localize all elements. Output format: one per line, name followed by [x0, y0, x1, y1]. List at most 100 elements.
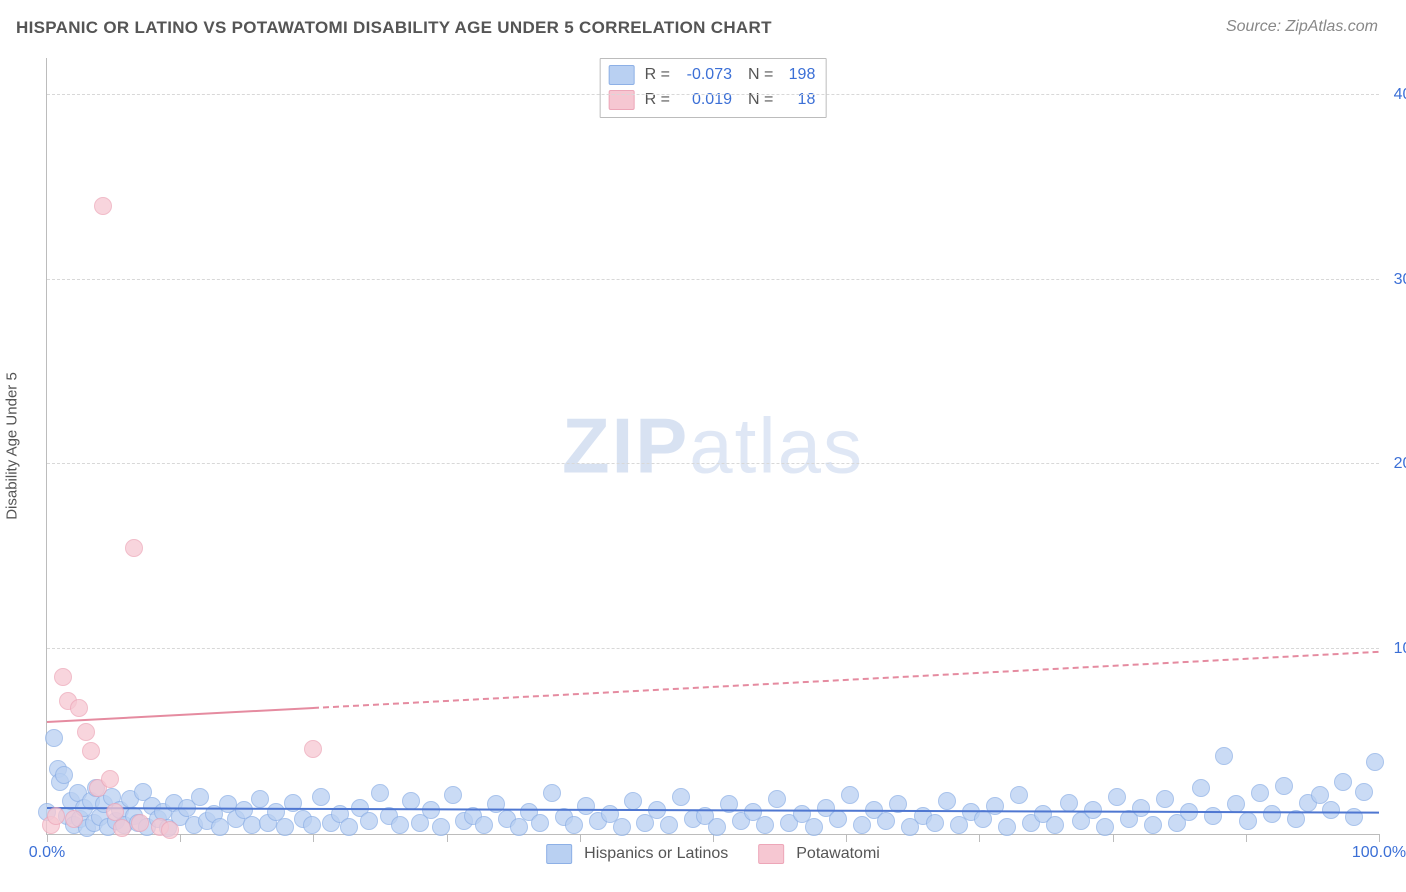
scatter-point [276, 818, 294, 836]
x-tick [1379, 834, 1380, 842]
gridline [47, 279, 1379, 280]
scatter-point [510, 818, 528, 836]
source-label: Source: ZipAtlas.com [1226, 18, 1378, 36]
scatter-point [191, 788, 209, 806]
legend-swatch [758, 844, 784, 864]
scatter-point [1275, 777, 1293, 795]
scatter-point [1355, 783, 1373, 801]
scatter-point [768, 790, 786, 808]
scatter-point [340, 818, 358, 836]
scatter-point [672, 788, 690, 806]
n-label: N = [748, 88, 773, 113]
scatter-point [371, 784, 389, 802]
scatter-point [938, 792, 956, 810]
r-value: -0.073 [676, 63, 732, 88]
scatter-point [1156, 790, 1174, 808]
x-tick [846, 834, 847, 842]
r-label: R = [645, 88, 670, 113]
scatter-point [113, 819, 131, 837]
scatter-point [829, 810, 847, 828]
scatter-point [161, 821, 179, 839]
y-tick-label: 40.0% [1383, 86, 1406, 104]
y-tick-label: 30.0% [1383, 271, 1406, 289]
scatter-point [1263, 805, 1281, 823]
plot-area: ZIPatlas R =-0.073N =198R =0.019N =18 Hi… [46, 58, 1379, 835]
n-value: 18 [779, 88, 815, 113]
watermark: ZIPatlas [562, 401, 864, 492]
scatter-point [312, 788, 330, 806]
scatter-point [998, 818, 1016, 836]
x-tick [313, 834, 314, 842]
x-tick [580, 834, 581, 842]
scatter-point [402, 792, 420, 810]
legend-stat-row: R =0.019 N =18 [609, 88, 816, 113]
scatter-point [444, 786, 462, 804]
scatter-point [756, 816, 774, 834]
legend-item: Hispanics or Latinos [546, 844, 728, 864]
scatter-point [77, 723, 95, 741]
legend-item: Potawatomi [758, 844, 880, 864]
scatter-point [70, 699, 88, 717]
scatter-point [624, 792, 642, 810]
scatter-point [1132, 799, 1150, 817]
scatter-point [432, 818, 450, 836]
scatter-point [82, 742, 100, 760]
n-value: 198 [779, 63, 815, 88]
scatter-point [1144, 816, 1162, 834]
legend-swatch [546, 844, 572, 864]
scatter-point [613, 818, 631, 836]
scatter-point [94, 197, 112, 215]
r-value: 0.019 [676, 88, 732, 113]
scatter-point [841, 786, 859, 804]
scatter-point [47, 807, 65, 825]
legend-stat-row: R =-0.073N =198 [609, 63, 816, 88]
scatter-point [543, 784, 561, 802]
scatter-point [1215, 747, 1233, 765]
x-tick [47, 834, 48, 842]
scatter-point [1204, 807, 1222, 825]
x-tick-label: 0.0% [29, 844, 65, 862]
scatter-point [1239, 812, 1257, 830]
scatter-point [304, 740, 322, 758]
scatter-point [1192, 779, 1210, 797]
scatter-point [303, 816, 321, 834]
r-label: R = [645, 63, 670, 88]
scatter-point [1108, 788, 1126, 806]
scatter-point [125, 539, 143, 557]
x-tick [979, 834, 980, 842]
scatter-point [131, 814, 149, 832]
x-tick [180, 834, 181, 842]
y-tick-label: 10.0% [1383, 640, 1406, 658]
scatter-point [1010, 786, 1028, 804]
scatter-point [101, 770, 119, 788]
chart-title: HISPANIC OR LATINO VS POTAWATOMI DISABIL… [16, 18, 772, 38]
scatter-point [565, 816, 583, 834]
legend-label: Hispanics or Latinos [584, 845, 728, 863]
scatter-point [1251, 784, 1269, 802]
scatter-point [986, 797, 1004, 815]
scatter-point [1096, 818, 1114, 836]
x-tick-label: 100.0% [1352, 844, 1406, 862]
scatter-point [660, 816, 678, 834]
scatter-point [55, 766, 73, 784]
scatter-point [1060, 794, 1078, 812]
scatter-point [926, 814, 944, 832]
scatter-point [360, 812, 378, 830]
y-tick-label: 20.0% [1383, 455, 1406, 473]
scatter-point [531, 814, 549, 832]
scatter-point [1334, 773, 1352, 791]
scatter-point [65, 810, 83, 828]
x-tick [1246, 834, 1247, 842]
scatter-point [805, 818, 823, 836]
legend-swatch [609, 65, 635, 85]
x-tick [447, 834, 448, 842]
scatter-point [1366, 753, 1384, 771]
legend-series: Hispanics or Latinos Potawatomi [546, 844, 880, 864]
scatter-point [708, 818, 726, 836]
legend-stats: R =-0.073N =198R =0.019 N =18 [600, 58, 827, 118]
scatter-point [853, 816, 871, 834]
x-tick [1113, 834, 1114, 842]
gridline [47, 463, 1379, 464]
scatter-point [1046, 816, 1064, 834]
scatter-point [54, 668, 72, 686]
